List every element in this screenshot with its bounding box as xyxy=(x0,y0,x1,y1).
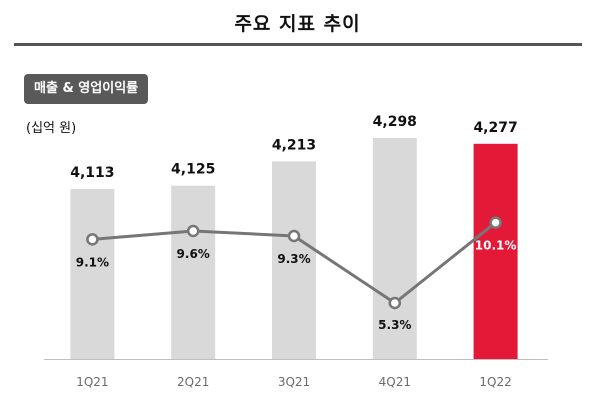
page-title: 주요 지표 추이 xyxy=(234,13,361,35)
margin-value-label: 9.1% xyxy=(76,255,109,269)
margin-value-label: 10.1% xyxy=(475,239,517,253)
margin-point-1q22 xyxy=(489,216,502,229)
title-divider xyxy=(14,43,582,46)
chart-title-badge: 매출 & 영업이익률 xyxy=(24,74,149,104)
margin-point-1q21 xyxy=(86,233,99,246)
margin-value-label: 5.3% xyxy=(378,318,411,332)
bar-2q21 xyxy=(171,185,216,359)
x-tick-label: 1Q21 xyxy=(76,375,108,389)
bar-3q21 xyxy=(272,161,316,359)
margin-value-label: 9.3% xyxy=(277,252,310,266)
margin-point-4q21 xyxy=(388,296,402,310)
bar-value-label: 4,113 xyxy=(70,165,114,181)
unit-label: (십억 원) xyxy=(26,121,77,136)
x-tick-label: 1Q22 xyxy=(479,375,511,389)
bar-value-label: 4,298 xyxy=(373,114,417,130)
bar-value-label: 4,213 xyxy=(272,137,316,153)
x-tick-label: 3Q21 xyxy=(278,375,310,389)
bar-4q21 xyxy=(372,138,417,359)
x-tick-label: 4Q21 xyxy=(379,375,411,389)
margin-value-label: 9.6% xyxy=(177,247,210,261)
bar-1q21 xyxy=(70,189,115,359)
bar-1q22 xyxy=(473,143,518,359)
x-tick-label: 2Q21 xyxy=(177,375,209,389)
margin-point-3q21 xyxy=(287,229,301,243)
bar-value-label: 4,125 xyxy=(171,162,215,178)
margin-point-2q21 xyxy=(186,224,200,238)
bar-value-label: 4,277 xyxy=(473,120,517,136)
